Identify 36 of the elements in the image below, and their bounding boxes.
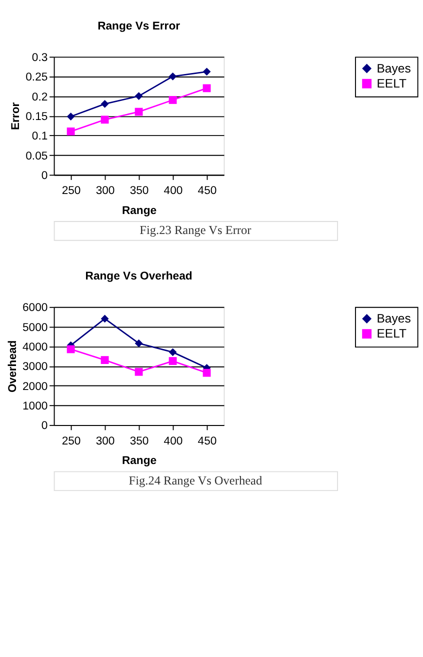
caption: Fig.23 Range Vs Error <box>140 223 252 238</box>
legend-label: Bayes <box>376 312 411 326</box>
x-tick-label: 450 <box>198 435 217 448</box>
y-tick-label: 0.2 <box>32 91 48 104</box>
y-tick-label: 2000 <box>22 380 48 393</box>
legend-label: EELT <box>376 326 408 341</box>
y-axis-title: Overhead <box>6 340 19 393</box>
y-tick-label: 0.1 <box>32 130 48 143</box>
y-tick-label: 0.15 <box>26 110 48 123</box>
legend-label: Bayes <box>376 61 411 76</box>
y-tick-label: 6000 <box>22 302 48 314</box>
y-tick-label: 3000 <box>22 361 48 374</box>
chart-title: Range Vs Error <box>98 20 181 32</box>
y-tick-label: 0.3 <box>32 52 48 64</box>
y-tick-label: 0.05 <box>26 150 48 162</box>
x-tick-label: 350 <box>130 185 149 198</box>
x-tick-label: 400 <box>164 185 183 198</box>
y-tick-label: 5000 <box>22 322 48 334</box>
legend-label: EELT <box>376 76 408 90</box>
caption: Fig.24 Range Vs Overhead <box>128 473 262 488</box>
y-tick-label: 0 <box>41 420 48 432</box>
x-axis-title: Range <box>122 455 157 468</box>
y-tick-label: 4000 <box>22 342 48 354</box>
chart-title: Range Vs Overhead <box>85 270 192 283</box>
x-tick-label: 350 <box>130 435 149 448</box>
x-tick-label: 250 <box>62 185 81 198</box>
x-tick-label: 450 <box>198 185 217 198</box>
y-tick-label: 1000 <box>22 400 48 413</box>
x-axis-title: Range <box>122 204 157 217</box>
x-tick-label: 400 <box>164 435 183 448</box>
x-tick-label: 300 <box>96 185 115 198</box>
y-tick-label: 0.25 <box>26 72 48 84</box>
x-tick-label: 250 <box>62 435 81 448</box>
x-tick-label: 300 <box>96 435 115 448</box>
y-tick-label: 0 <box>41 170 48 182</box>
y-axis-title: Error <box>10 102 22 130</box>
